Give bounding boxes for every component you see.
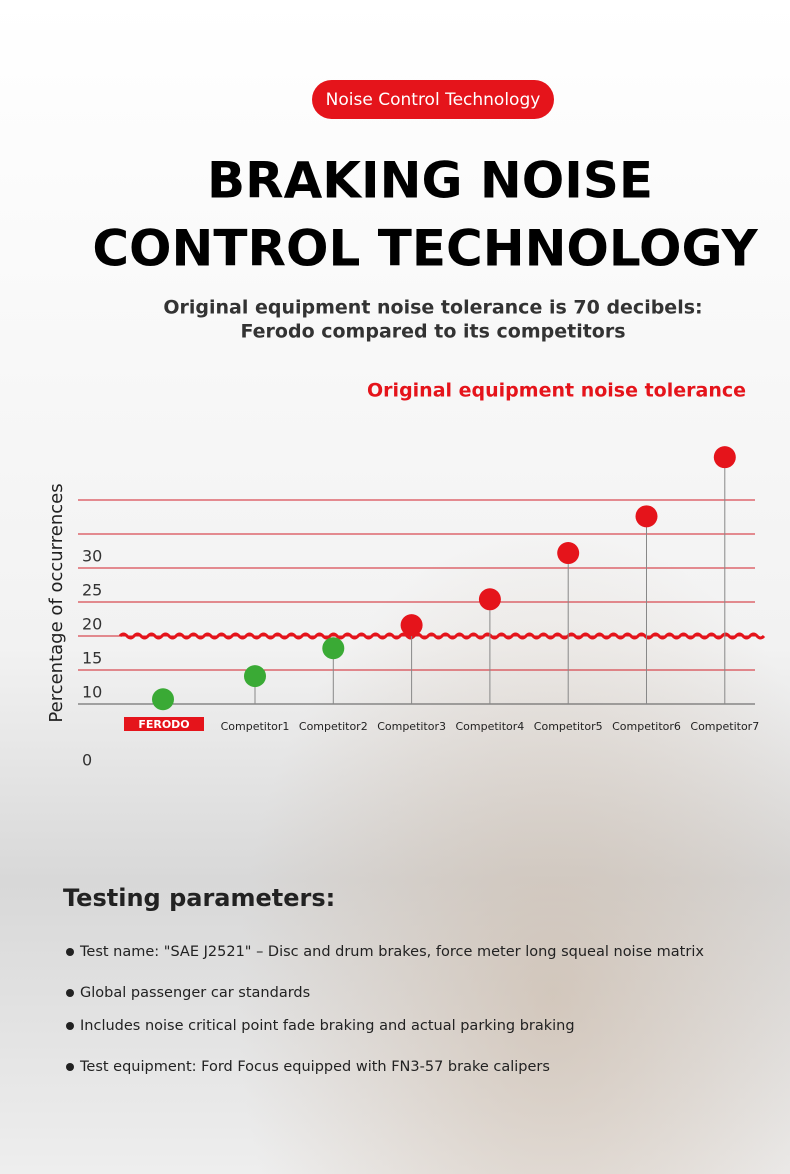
x-tick-label: Competitor1 <box>221 720 290 733</box>
x-tick-label: Competitor3 <box>377 720 446 733</box>
y-tick-label: 10 <box>82 683 102 702</box>
badge <box>312 80 554 119</box>
x-tick-label: FERODO <box>138 718 189 731</box>
param-item: Includes noise critical point fade braki… <box>80 1018 575 1034</box>
dot <box>478 588 501 611</box>
y-tick-label: 30 <box>82 547 102 566</box>
param-item: Test equipment: Ford Focus equipped with… <box>79 1059 550 1075</box>
logo <box>124 717 204 731</box>
param-item: Global passenger car standards <box>80 985 310 1001</box>
dot <box>635 505 658 528</box>
dot <box>244 665 266 688</box>
subtitle: Ferodo compared to its competitors <box>240 321 625 343</box>
subtitle: Original equipment noise tolerance is 70… <box>163 297 702 319</box>
bullet <box>66 1063 74 1071</box>
headline: BRAKING NOISE <box>207 152 653 210</box>
bullet <box>66 989 74 997</box>
x-tick-label: Competitor7 <box>690 720 759 733</box>
bullet <box>66 1022 74 1030</box>
badge-text: Noise Control Technology <box>326 90 541 110</box>
y-tick-label: 25 <box>82 581 102 600</box>
x-tick-label: Competitor4 <box>455 720 524 733</box>
x-tick-label: Competitor2 <box>299 720 368 733</box>
params-list: Test name: "SAE J2521" – Disc and drum b… <box>66 944 704 1075</box>
y-axis-label: Percentage of occurrences <box>46 483 67 722</box>
tolerance-line <box>118 632 766 640</box>
dot <box>152 688 174 711</box>
dot <box>322 637 345 660</box>
dot <box>713 446 736 469</box>
headline: CONTROL TECHNOLOGY <box>92 220 758 278</box>
bullet <box>66 948 74 956</box>
dot <box>557 542 580 565</box>
y-tick-label: 0 <box>82 751 92 770</box>
x-tick-label: Competitor6 <box>612 720 681 733</box>
dot <box>400 614 423 637</box>
param-item: Test name: "SAE J2521" – Disc and drum b… <box>79 944 704 960</box>
y-tick-label: 15 <box>82 649 102 668</box>
params-title: Testing parameters: <box>63 884 335 912</box>
x-tick-label: Competitor5 <box>534 720 603 733</box>
legend-label: Original equipment noise tolerance <box>367 380 746 402</box>
y-tick-label: 20 <box>82 615 102 634</box>
